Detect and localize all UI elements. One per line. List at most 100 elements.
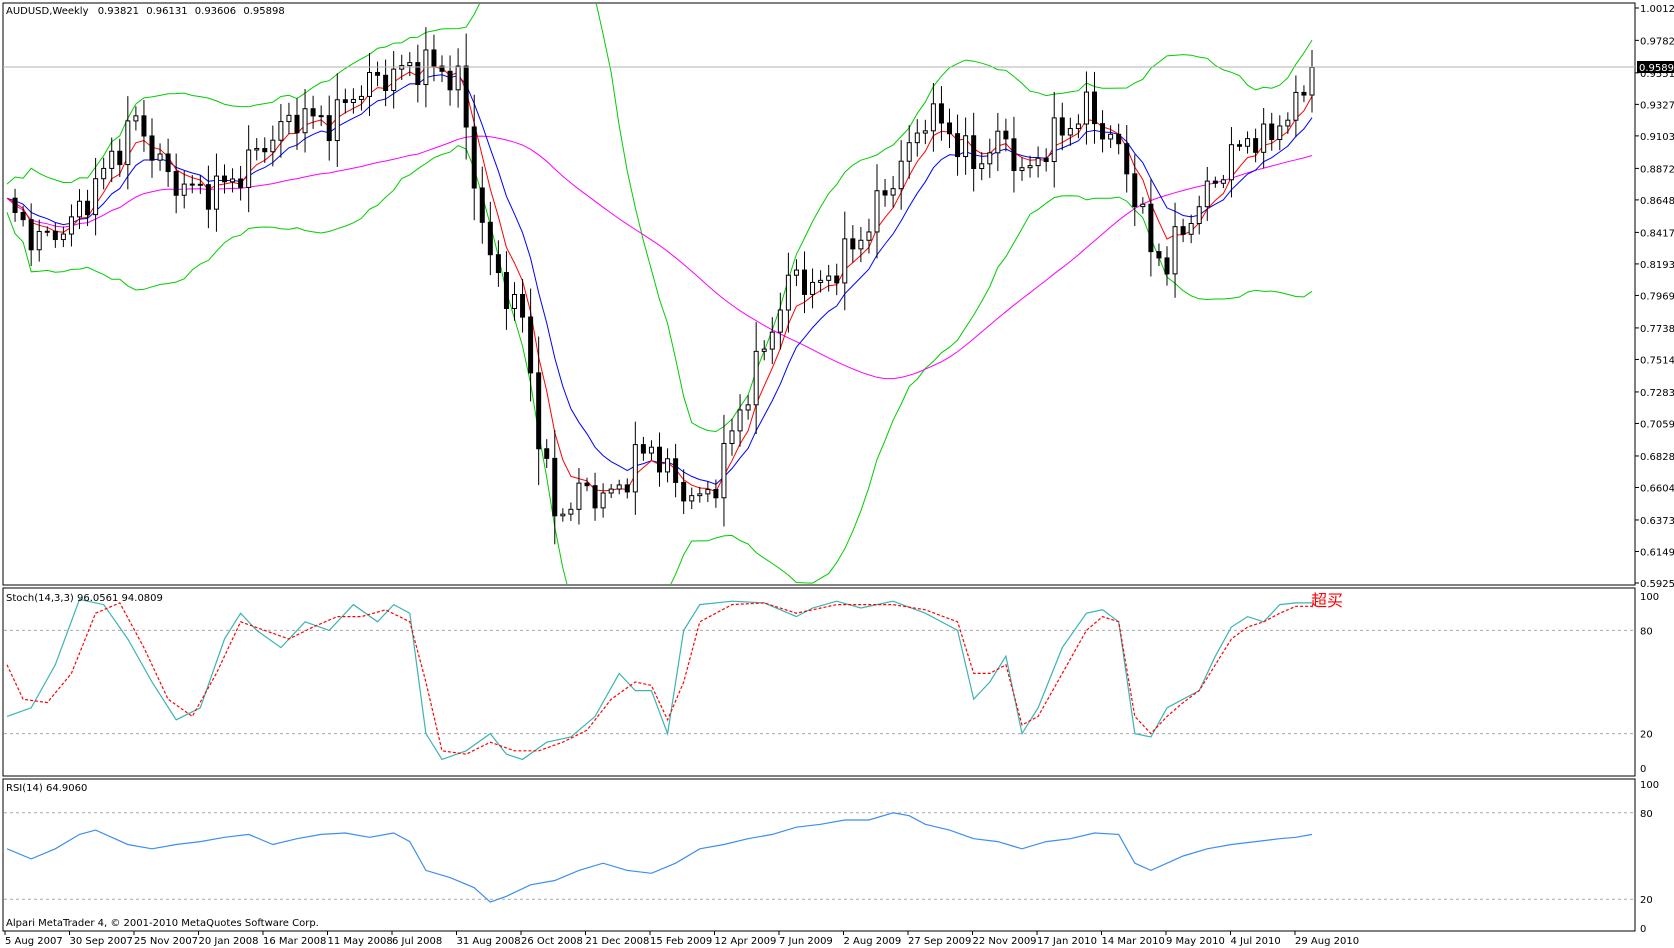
date-tick-label: 26 Oct 2008 [521,936,583,947]
candle-body [1204,180,1210,208]
candle-body [536,372,542,450]
date-tick-label: 2 Aug 2009 [844,936,902,947]
candle-body [898,160,904,190]
candle-body [149,135,155,161]
candle-body [608,488,614,494]
candle-body [447,70,453,91]
candle-body [512,294,517,309]
candle-body [1269,123,1275,140]
date-tick-label: 21 Dec 2008 [586,936,650,947]
candle-body [802,269,807,295]
candle-body [262,148,268,153]
candle-body [1285,119,1291,127]
indicator-tick-label: 100 [1640,780,1659,791]
candle-body [665,458,671,473]
candle-body [1156,251,1162,259]
date-tick-label: 31 Aug 2008 [457,936,521,947]
candle-body [777,309,783,333]
candle-body [101,167,107,180]
candle-body [971,135,977,170]
candle-body [1237,144,1242,147]
candle-body [681,481,687,502]
candle-body [938,103,944,124]
candle-body [858,239,864,250]
candle-body [955,133,961,158]
candle-body [1067,128,1073,136]
candle-body [1277,125,1283,140]
candle-body [44,230,50,233]
candle-body [125,120,131,166]
candle-body [1164,257,1170,275]
candle-body [1301,91,1307,96]
indicator-tick-label: 80 [1640,626,1653,637]
candle-body [930,103,936,132]
candle-body [302,108,308,134]
candle-body [810,281,816,295]
candle-body [222,175,227,183]
indicator-tick-label: 20 [1640,895,1653,906]
candle-body [850,238,856,250]
current-price-label-bg [1637,61,1674,73]
candle-body [673,458,679,483]
candle-body [705,489,711,495]
candle-body [1027,165,1033,169]
main-chart-title: AUDUSD,Weekly 0.93821 0.96131 0.93606 0.… [6,6,285,17]
candle-body [391,68,397,91]
candle-body [1051,117,1057,163]
candle-body [294,114,300,134]
candle-body [721,442,727,499]
candle-body [1100,123,1106,140]
candle-body [238,178,244,188]
price-tick-label: 0.59250 [1640,579,1674,590]
date-tick-label: 6 Jul 2008 [392,936,442,947]
indicator-tick-label: 0 [1640,764,1646,775]
candle-body [520,294,526,318]
candle-body [1132,173,1138,208]
candle-body [1245,138,1251,147]
candle-body [1140,203,1146,208]
candle-body [487,221,493,256]
candle-body [1188,222,1194,235]
candle-body [367,71,372,97]
candle-body [431,49,437,67]
candle-body [495,254,501,274]
date-tick-label: 11 May 2008 [328,936,393,947]
candle-body [12,197,18,213]
copyright-footer: Alpari MetaTrader 4, © 2001-2010 MetaQuo… [6,918,319,929]
candle-body [697,493,703,497]
candle-body [632,444,638,493]
candle-body [439,65,445,72]
candle-body [1309,66,1315,96]
candle-body [68,216,74,235]
candle-body [350,98,356,103]
indicator-tick-label: 0 [1640,924,1646,935]
bollinger-lower-line [6,145,1313,584]
date-tick-label: 22 Nov 2009 [973,936,1037,947]
candle-body [93,178,99,216]
candle-body [987,152,993,165]
indicator-tick-label: 100 [1640,592,1659,603]
candle-body [157,153,163,161]
stochastic-indicator: 100 80 20 0 [4,592,1659,775]
candle-body [20,211,26,221]
candle-body [624,484,630,493]
date-tick-label: 17 Jan 2010 [1037,936,1097,947]
candle-body [826,275,832,281]
candle-body [375,71,381,76]
stoch-title: Stoch(14,3,3) 96.0561 94.0809 [6,593,163,604]
candle-body [1003,130,1009,140]
rsi-indicator: 100 80 20 0 [4,780,1659,935]
candle-body [52,230,58,241]
candle-body [874,190,880,233]
candle-body [568,508,574,515]
candle-body [1220,179,1226,184]
date-tick-label: 15 Feb 2009 [650,936,712,947]
candle-body [254,148,260,151]
